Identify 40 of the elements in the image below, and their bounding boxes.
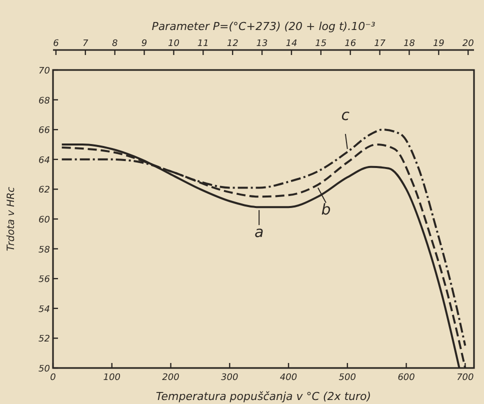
x2-tick-label: 19 <box>432 39 445 49</box>
y-tick-label: 64 <box>38 156 50 166</box>
x2-tick-label: 7 <box>82 39 89 49</box>
y-axis-title: Trdota v HRc <box>6 186 17 252</box>
annotation: a <box>254 223 264 242</box>
x-tick-label: 200 <box>162 373 180 383</box>
x-tick-label: 400 <box>280 373 298 383</box>
x2-tick-label: 13 <box>256 39 268 49</box>
y-tick-label: 50 <box>38 364 50 374</box>
y-tick-label: 54 <box>38 304 50 315</box>
x-tick-label: 100 <box>103 373 121 383</box>
x2-tick-label: 17 <box>374 39 386 49</box>
annotation: c <box>341 106 350 124</box>
y-tick-label: 52 <box>38 334 50 345</box>
x-tick-label: 700 <box>456 373 474 383</box>
x2-tick-label: 10 <box>168 39 180 49</box>
x2-tick-label: 6 <box>53 39 60 49</box>
y-tick-label: 60 <box>38 216 50 226</box>
x-tick-label: 500 <box>338 373 356 383</box>
x2-tick-label: 8 <box>112 39 118 49</box>
x-tick-label: 0 <box>50 373 56 383</box>
y-tick-label: 62 <box>38 186 50 196</box>
x2-axis-title: Parameter P=(°C+273) (20 + log t).10⁻³ <box>152 20 376 33</box>
x-tick-label: 600 <box>398 373 416 383</box>
x2-tick-label: 11 <box>197 39 209 49</box>
x2-tick-label: 9 <box>141 39 148 49</box>
y-tick-label: 70 <box>38 66 50 76</box>
x2-tick-label: 12 <box>226 39 239 49</box>
y-tick-label: 58 <box>38 245 50 256</box>
y-tick-label: 66 <box>38 126 50 136</box>
x-axis-title: Temperatura popuščanja v °C (2x turo) <box>156 390 372 403</box>
x2-tick-label: 14 <box>286 39 298 49</box>
x2-tick-label: 18 <box>404 39 416 49</box>
x2-tick-label: 15 <box>315 39 327 49</box>
x-tick-label: 300 <box>221 373 238 383</box>
y-tick-label: 68 <box>38 96 50 106</box>
x2-tick-label: 16 <box>344 39 356 49</box>
y-tick-label: 56 <box>38 275 50 286</box>
x2-tick-label: 20 <box>462 39 474 49</box>
annotation: b <box>321 200 331 219</box>
